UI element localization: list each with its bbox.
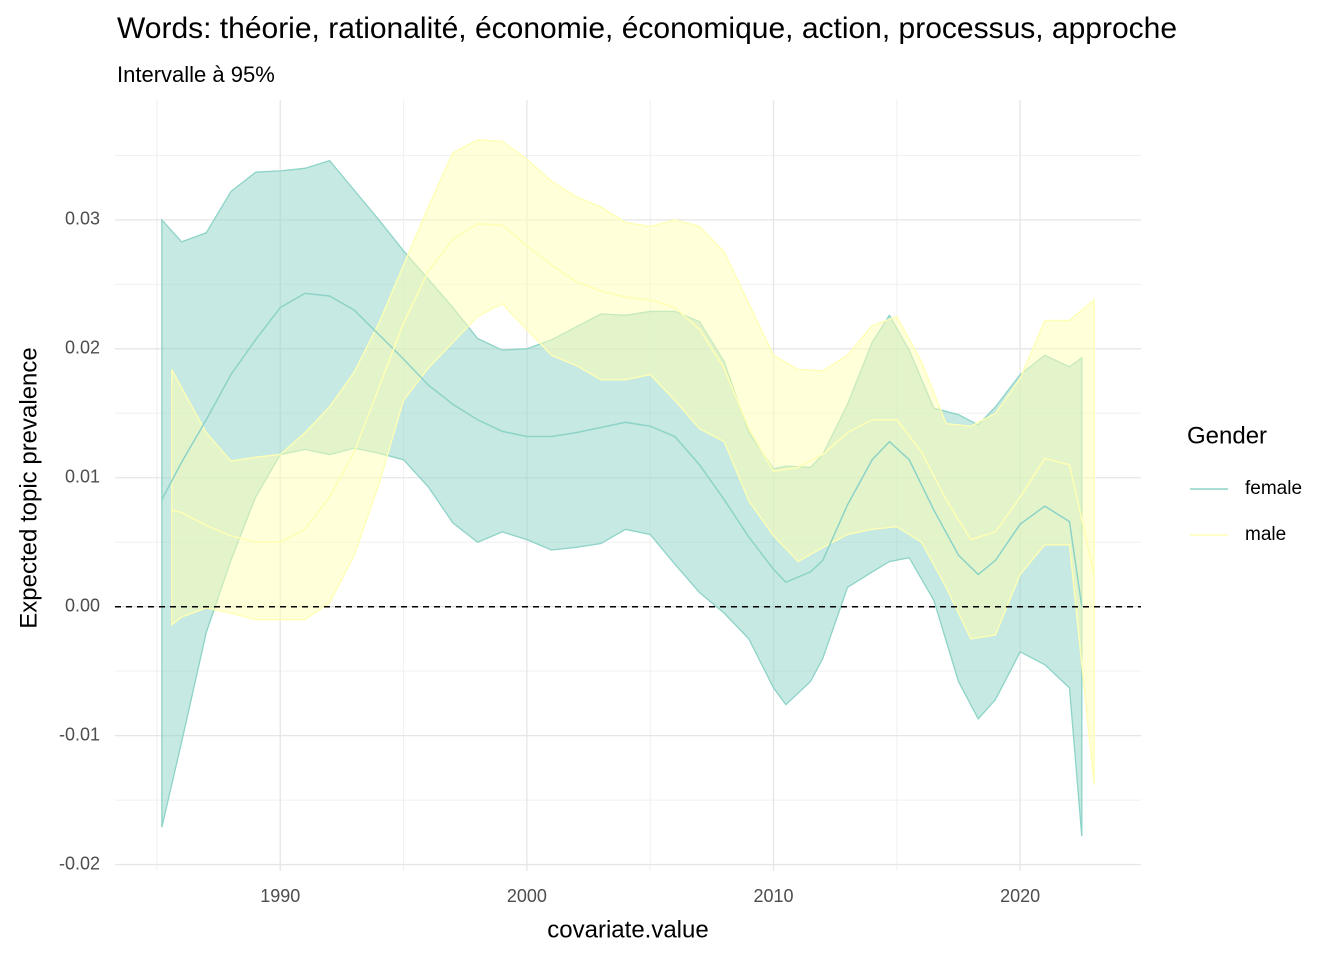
- chart-title: Words: théorie, rationalité, économie, é…: [117, 12, 1177, 45]
- legend-title: Gender: [1187, 422, 1267, 449]
- y-tick-label: 0.01: [65, 467, 100, 487]
- x-tick-label: 2000: [507, 886, 547, 906]
- legend-label: male: [1245, 524, 1286, 545]
- legend-label: female: [1245, 478, 1302, 499]
- y-tick-label: 0.03: [65, 209, 100, 229]
- mean-line: [161, 292, 1083, 607]
- x-axis-title: covariate.value: [547, 916, 708, 943]
- x-tick-label: 2020: [1000, 886, 1040, 906]
- mean-line: [171, 223, 1095, 575]
- confidence-band: [171, 139, 1095, 785]
- y-axis-title: Expected topic prevalence: [15, 347, 42, 629]
- x-tick-label: 2010: [753, 886, 793, 906]
- y-tick-label: -0.02: [59, 853, 100, 873]
- chart-subtitle: Intervalle à 95%: [117, 62, 275, 87]
- y-tick-label: 0.00: [65, 595, 100, 615]
- y-tick-label: -0.01: [59, 724, 100, 744]
- y-tick-label: 0.02: [65, 338, 100, 358]
- x-tick-label: 1990: [260, 886, 300, 906]
